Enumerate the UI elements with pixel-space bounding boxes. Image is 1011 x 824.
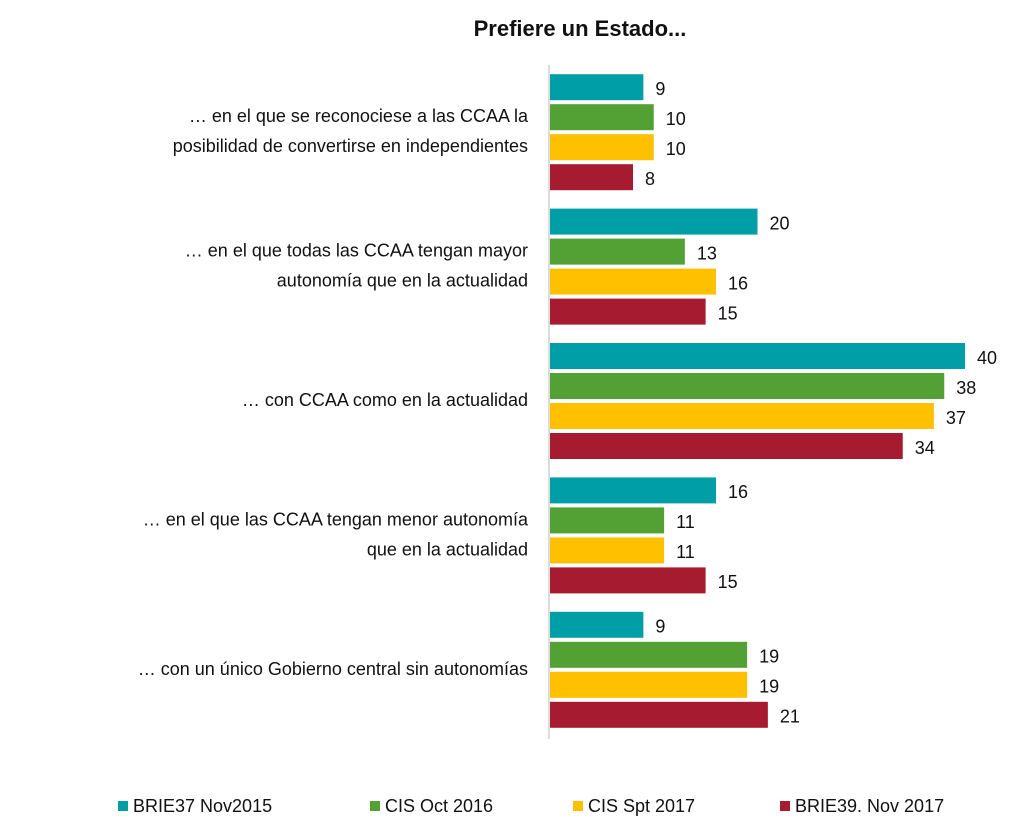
bar <box>550 373 945 399</box>
value-label: 10 <box>666 139 686 159</box>
bar <box>550 433 903 459</box>
bar <box>550 164 633 191</box>
legend-swatch <box>370 801 380 811</box>
value-label: 34 <box>915 438 935 458</box>
bar <box>550 537 665 564</box>
chart-title: Prefiere un Estado... <box>474 16 687 41</box>
value-label: 19 <box>759 647 779 667</box>
value-label: 9 <box>655 617 665 637</box>
value-label: 10 <box>666 109 686 129</box>
legend-label: CIS Oct 2016 <box>385 796 493 816</box>
value-label: 16 <box>728 482 748 502</box>
bar <box>550 611 644 638</box>
legend-swatch <box>118 801 128 811</box>
bar <box>550 134 654 161</box>
bar <box>550 208 758 235</box>
category-label: … con CCAA como en la actualidad <box>242 390 528 410</box>
bar <box>550 343 965 369</box>
bar <box>550 238 685 265</box>
value-label: 15 <box>718 572 738 592</box>
value-label: 19 <box>759 677 779 697</box>
value-label: 21 <box>780 707 800 727</box>
category-label: … en el que las CCAA tengan menor autono… <box>143 509 529 559</box>
category-label: … en el que todas las CCAA tengan mayor a… <box>185 240 528 290</box>
legend-swatch <box>780 801 790 811</box>
value-label: 38 <box>956 378 976 398</box>
legend-label: BRIE39. Nov 2017 <box>795 796 944 816</box>
bar <box>550 567 706 594</box>
value-label: 16 <box>728 273 748 293</box>
legend-swatch <box>573 801 583 811</box>
value-label: 11 <box>676 542 695 562</box>
bar <box>550 701 768 728</box>
legend-label: CIS Spt 2017 <box>588 796 695 816</box>
value-label: 15 <box>718 303 738 323</box>
bar <box>550 104 654 131</box>
category-label: … en el que se reconociese a las CCAA la… <box>173 106 529 156</box>
bar <box>550 74 644 101</box>
bar <box>550 268 716 295</box>
bar <box>550 507 665 534</box>
legend-label: BRIE37 Nov2015 <box>133 796 272 816</box>
value-label: 40 <box>977 348 997 368</box>
value-label: 11 <box>676 512 695 532</box>
value-label: 20 <box>770 213 790 233</box>
bar <box>550 403 934 429</box>
bar <box>550 671 748 698</box>
value-label: 8 <box>645 169 655 189</box>
category-label: … con un único Gobierno central sin auto… <box>138 659 528 679</box>
bar <box>550 641 748 668</box>
bar <box>550 477 716 504</box>
value-label: 13 <box>697 243 717 263</box>
bar <box>550 298 706 325</box>
value-label: 37 <box>946 408 966 428</box>
value-label: 9 <box>655 79 665 99</box>
